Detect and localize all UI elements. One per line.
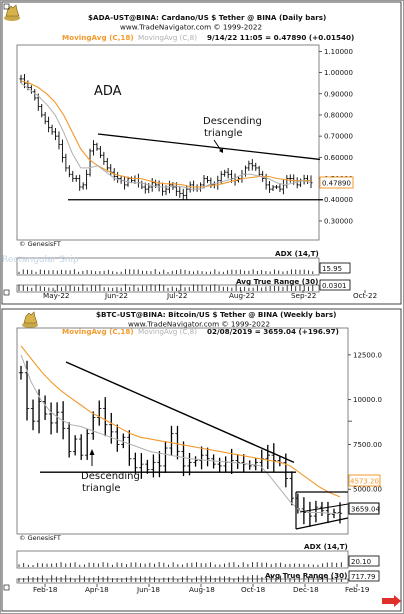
btc-pattern-arrowhead: [89, 449, 95, 455]
ada-xtick-label: Aug-22: [229, 291, 255, 300]
btc-legend-ma8: MovingAvg (C,8): [138, 327, 197, 336]
ada-ma-line-0: [20, 80, 311, 188]
logo-base: [4, 15, 20, 21]
btc-ma-line-0: [20, 345, 341, 498]
btc-xtick-label: Aug-18: [189, 585, 215, 594]
btc-ma-last-box: [348, 474, 381, 487]
btc-last-price-box: [348, 502, 380, 515]
btc-xtick-label: Feb-19: [345, 585, 370, 594]
ada-pattern-arrowhead: [219, 148, 223, 153]
ada-xtick-label: Jun-22: [104, 291, 128, 300]
ada-indicator-value-box-0: [319, 262, 351, 274]
btc-ytick-label: 10000.0: [353, 396, 382, 404]
ada-symbol-label: ADA: [94, 84, 122, 99]
btc-indicator-label-1: Avg True Range (30): [265, 571, 347, 580]
ada-pattern-label-line2: triangle: [204, 128, 243, 139]
logo-base: [22, 322, 38, 328]
ada-website: www.TradeNavigator.com © 1999-2022: [120, 23, 262, 32]
btc-indicator-bars-0: [18, 562, 342, 567]
btc-ma-line-1: [20, 354, 340, 514]
ada-xtick-label: Jul-22: [166, 291, 187, 300]
ada-symbol-title: $ADA-UST@BINA: Cardano/US $ Tether @ BIN…: [88, 13, 326, 22]
btc-xtick-label: Jun-18: [136, 585, 160, 594]
ada-indicator-value-box-1: [319, 279, 351, 291]
btc-indicator-label-0: ADX (14,T): [304, 542, 348, 551]
btc-indicator-value-box-1: [348, 570, 380, 582]
btc-indicator-value-box-0: [348, 555, 380, 567]
ada-legend-ma18: MovingAvg (C,18): [62, 33, 134, 42]
ada-pattern-label-line1: Descending: [203, 116, 262, 127]
ada-logo-icon: [4, 4, 20, 21]
btc-ytick-label: 7500.00: [353, 441, 382, 449]
watermark-text: Rectangular Snip: [2, 255, 79, 265]
ada-top-marker: [3, 3, 10, 10]
ada-ytick-label: 0.80000: [324, 111, 353, 119]
btc-ma-last: 4573.20: [350, 478, 379, 486]
btc-ytick-label: 5000.00: [353, 486, 382, 494]
ada-ytick-label: 0.30000: [324, 217, 353, 225]
ada-legend-ma8: MovingAvg (C,8): [138, 33, 197, 42]
btc-xtick-label: Dec-18: [293, 585, 319, 594]
btc-xtick-label: Feb-18: [33, 585, 58, 594]
ada-indicator-bars-0: [18, 269, 314, 274]
ada-trendline-upper: [97, 133, 321, 161]
ada-indicator-value-0: 15.95: [322, 265, 342, 273]
btc-plot-frame: [16, 327, 349, 535]
btc-indicator-value-0: 20.10: [351, 558, 371, 566]
btc-corner-marker: [3, 584, 10, 591]
ada-xtick-label: Sep-22: [291, 291, 316, 300]
ada-ytick-label: 1.00000: [324, 69, 353, 77]
btc-indicator-frame-0: [16, 550, 349, 569]
ada-corner-marker: [3, 289, 10, 296]
ada-indicator-frame-0: [16, 257, 320, 276]
ada-indicator-frame-1: [16, 284, 320, 293]
btc-xtick-label: Apr-18: [85, 585, 109, 594]
btc-website: www.TradeNavigator.com © 1999-2022: [128, 320, 270, 329]
btc-ytick-label: 12500.0: [353, 351, 382, 359]
btc-pattern-label-line1: Descending: [81, 471, 140, 482]
btc-pattern-label-line2: triangle: [82, 483, 121, 494]
ada-ytick-label: 0.40000: [324, 196, 353, 204]
btc-panel: [1, 308, 402, 612]
ada-xtick-label: May-22: [43, 291, 69, 300]
logo-bull: [23, 311, 38, 324]
btc-symbol-title: $BTC-UST@BINA: Bitcoin/US $ Tether @ BIN…: [96, 310, 336, 319]
ada-indicator-bars-1: [18, 284, 314, 291]
ada-ohlc-bars: [19, 73, 313, 201]
ada-indicator-label-0: ADX (14,T): [275, 249, 319, 258]
btc-xtick-label: Oct-18: [241, 585, 266, 594]
btc-box-lower: [295, 517, 349, 530]
btc-ohlc-bars: [18, 360, 343, 527]
ada-last-price: 0.47890: [322, 180, 351, 188]
ada-ytick-label: 0.60000: [324, 154, 353, 162]
ada-ytick-label: 1.10000: [324, 48, 353, 56]
ada-ytick-label: 0.70000: [324, 133, 353, 141]
btc-indicator-bars-1: [18, 575, 342, 582]
ada-copyright: © GenesisFT: [19, 240, 61, 248]
btc-copyright: © GenesisFT: [19, 534, 61, 542]
ada-indicator-value-1: 0.0301: [322, 282, 347, 290]
ada-ytick-label: 0.90000: [324, 90, 353, 98]
ada-price-readout: 9/14/22 11:05 = 0.47890 (+0.01540): [207, 33, 354, 42]
btc-logo-icon: [22, 311, 38, 328]
logo-bull: [5, 4, 20, 17]
ada-last-price-box: [319, 176, 354, 189]
red-arrow-icon: [382, 595, 401, 607]
btc-price-readout: 02/08/2019 = 3659.04 (+196.97): [207, 327, 339, 336]
btc-last-price: 3659.04: [351, 506, 380, 514]
ada-indicator-label-1: Avg True Range (30): [236, 277, 318, 286]
ada-plot-frame: [16, 44, 320, 241]
btc-legend-ma18: MovingAvg (C,18): [62, 327, 134, 336]
ada-xtick-label: Oct-22: [353, 291, 377, 300]
btc-trendline-upper: [65, 361, 295, 463]
btc-indicator-value-1: 717.79: [351, 573, 376, 581]
ada-ma-line-1: [20, 82, 312, 190]
btc-box-mid: [299, 503, 349, 513]
ada-panel: [1, 1, 402, 305]
